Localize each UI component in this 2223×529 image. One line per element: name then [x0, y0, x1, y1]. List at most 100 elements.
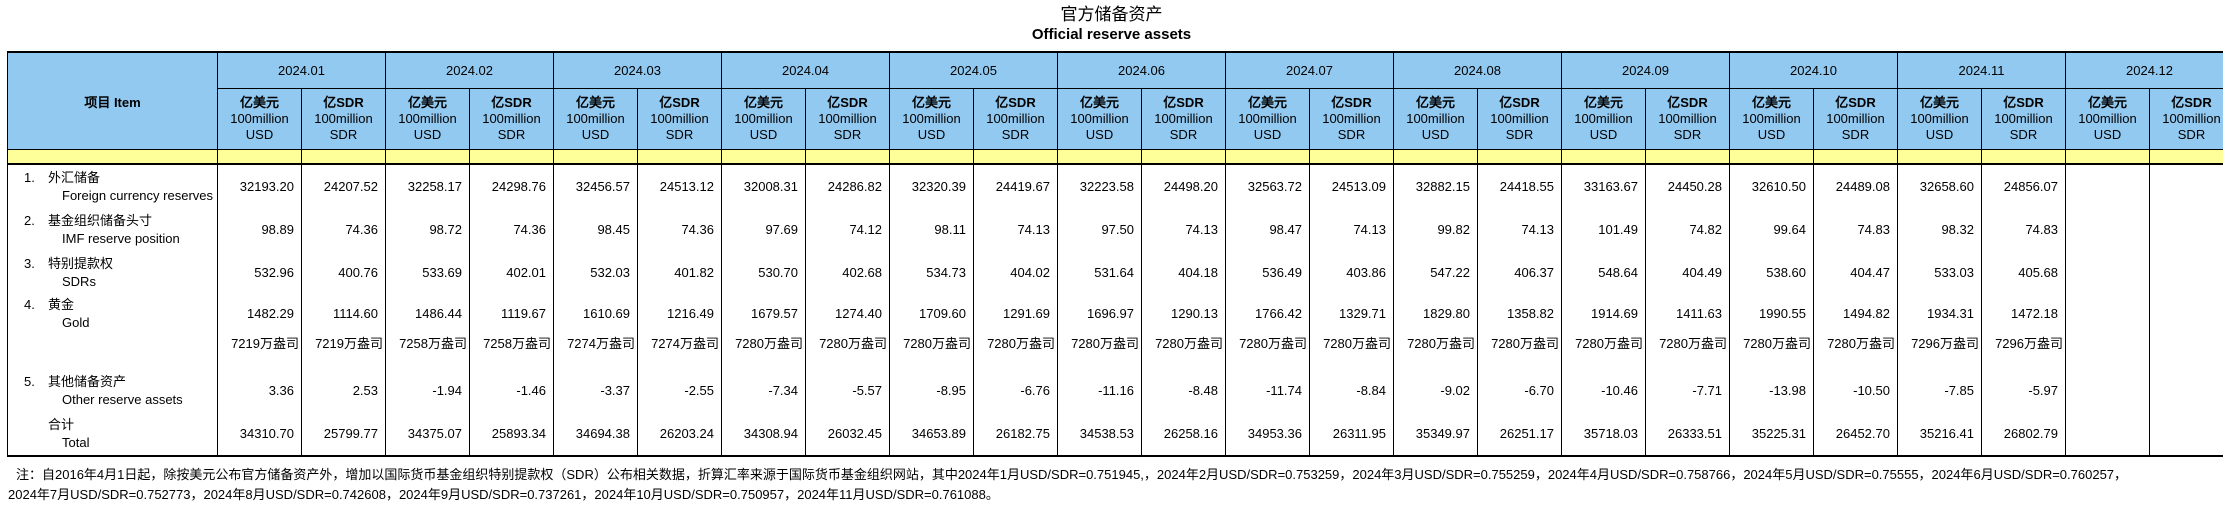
- value-cell: 98.45: [554, 208, 638, 251]
- unit-label-en: 100million SDR: [2150, 111, 2223, 143]
- value-cell: 530.70: [722, 251, 806, 294]
- value-cell: 400.76: [302, 251, 386, 294]
- total-value-cell: [2066, 412, 2150, 456]
- value-cell: 74.83: [1982, 208, 2066, 251]
- value-cell: 98.72: [386, 208, 470, 251]
- value-cell: 1679.57: [722, 294, 806, 333]
- month-header: 2024.04: [722, 52, 890, 89]
- spacer-cell: [1814, 150, 1898, 165]
- spacer-cell: [974, 150, 1058, 165]
- row-label-en: Total: [62, 434, 217, 452]
- value-cell: 1610.69: [554, 294, 638, 333]
- page-title-zh: 官方储备资产: [0, 5, 2223, 25]
- unit-label-zh: 亿美元: [1730, 95, 1813, 111]
- footnote-line1: 注：自2016年4月1日起，除按美元公布官方储备资产外，增加以国际货币基金组织特…: [8, 465, 2223, 485]
- row-label-cell: [8, 333, 218, 369]
- page-title-en: Official reserve assets: [0, 25, 2223, 44]
- spacer-cell: [638, 150, 722, 165]
- value-cell: 1291.69: [974, 294, 1058, 333]
- gold-ounces-cell: 7296万盎司: [1898, 333, 1982, 369]
- value-cell: 1696.97: [1058, 294, 1142, 333]
- month-header: 2024.11: [1898, 52, 2066, 89]
- row-number: 1.: [24, 169, 48, 187]
- spacer-cell: [386, 150, 470, 165]
- value-cell: -9.02: [1394, 369, 1478, 412]
- unit-label-en: 100million USD: [1394, 111, 1477, 143]
- value-cell: -8.95: [890, 369, 974, 412]
- value-cell: 536.49: [1226, 251, 1310, 294]
- value-cell: [2150, 294, 2223, 333]
- unit-label-en: 100million SDR: [302, 111, 385, 143]
- month-header: 2024.03: [554, 52, 722, 89]
- unit-label-en: 100million SDR: [1646, 111, 1729, 143]
- unit-label-zh: 亿SDR: [302, 95, 385, 111]
- total-value-cell: 26182.75: [974, 412, 1058, 456]
- value-cell: [2066, 369, 2150, 412]
- total-value-cell: [2150, 412, 2223, 456]
- value-cell: [2066, 294, 2150, 333]
- value-cell: 405.68: [1982, 251, 2066, 294]
- value-cell: 1494.82: [1814, 294, 1898, 333]
- row-label-zh-line: 5.其他储备资产: [24, 373, 217, 391]
- row-label-zh: 基金组织储备头寸: [48, 213, 152, 228]
- unit-label-zh: 亿SDR: [974, 95, 1057, 111]
- unit-label-zh: 亿美元: [1058, 95, 1141, 111]
- value-cell: 74.13: [1310, 208, 1394, 251]
- value-cell: -1.46: [470, 369, 554, 412]
- unit-label-zh: 亿美元: [722, 95, 805, 111]
- value-cell: -2.55: [638, 369, 722, 412]
- unit-label-zh: 亿SDR: [1310, 95, 1393, 111]
- unit-label-en: 100million USD: [1730, 111, 1813, 143]
- value-cell: 1709.60: [890, 294, 974, 333]
- gold-ounces-cell: 7280万盎司: [1646, 333, 1730, 369]
- spacer-cell: [1982, 150, 2066, 165]
- value-cell: -6.70: [1478, 369, 1562, 412]
- row-number: 2.: [24, 212, 48, 230]
- unit-label-en: 100million USD: [1898, 111, 1981, 143]
- total-value-cell: 25799.77: [302, 412, 386, 456]
- unit-label-en: 100million USD: [890, 111, 973, 143]
- total-value-cell: 26311.95: [1310, 412, 1394, 456]
- spacer-cell: [1898, 150, 1982, 165]
- value-cell: -8.48: [1142, 369, 1226, 412]
- spacer-cell: [1394, 150, 1478, 165]
- row-label-zh-line: 3.特别提款权: [24, 255, 217, 273]
- value-cell: 32008.31: [722, 164, 806, 208]
- total-value-cell: 34953.36: [1226, 412, 1310, 456]
- spacer-cell: [218, 150, 302, 165]
- value-cell: 24450.28: [1646, 164, 1730, 208]
- spacer-cell: [8, 150, 218, 165]
- month-header: 2024.07: [1226, 52, 1394, 89]
- value-cell: [2150, 369, 2223, 412]
- unit-label-en: 100million SDR: [470, 111, 553, 143]
- value-cell: 33163.67: [1562, 164, 1646, 208]
- value-cell: -11.16: [1058, 369, 1142, 412]
- value-cell: 1329.71: [1310, 294, 1394, 333]
- value-cell: -7.71: [1646, 369, 1730, 412]
- value-cell: -11.74: [1226, 369, 1310, 412]
- value-cell: -13.98: [1730, 369, 1814, 412]
- value-cell: 32320.39: [890, 164, 974, 208]
- unit-label-en: 100million SDR: [806, 111, 889, 143]
- value-cell: 99.82: [1394, 208, 1478, 251]
- month-header: 2024.05: [890, 52, 1058, 89]
- value-cell: 101.49: [1562, 208, 1646, 251]
